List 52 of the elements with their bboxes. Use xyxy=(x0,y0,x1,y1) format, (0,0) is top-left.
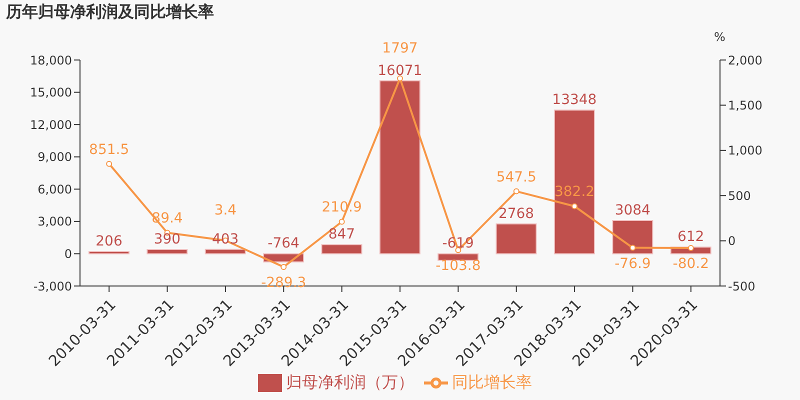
bar xyxy=(554,110,595,254)
point xyxy=(106,160,112,167)
y-tick-label: 18,000 xyxy=(30,53,72,68)
data-label: 16071 xyxy=(378,62,422,79)
y2-tick-label: 0 xyxy=(728,234,736,248)
point xyxy=(513,188,520,194)
data-label: 2768 xyxy=(498,206,534,222)
data-label: 390 xyxy=(154,232,181,248)
legend-label: 归母净利润（万） xyxy=(286,372,414,392)
bar xyxy=(204,248,246,254)
y2-tick-label: 1,000 xyxy=(728,144,762,158)
data-label: -76.9 xyxy=(614,256,651,272)
y2-tick-label: 500 xyxy=(728,188,751,203)
chart-title: 历年归母净利润及同比增长率 xyxy=(6,2,214,23)
data-label: -103.8 xyxy=(436,258,481,274)
data-label: 612 xyxy=(677,229,704,246)
bar xyxy=(438,253,479,261)
point xyxy=(572,203,578,210)
data-label: 3084 xyxy=(614,202,651,219)
data-label: 547.5 xyxy=(496,169,536,186)
y2-axis-title: % xyxy=(714,30,726,44)
y2-tick-label: 1,500 xyxy=(728,98,762,112)
y-tick-label: -3,000 xyxy=(33,279,72,294)
bar xyxy=(146,249,188,254)
point xyxy=(280,264,287,270)
data-label: 1797 xyxy=(382,40,418,56)
y-tick-label: 12,000 xyxy=(30,118,72,132)
y-tick-label: 6,000 xyxy=(38,182,72,196)
data-label: -764 xyxy=(268,236,300,252)
bar xyxy=(379,80,420,254)
point xyxy=(630,244,636,251)
y-tick-label: 3,000 xyxy=(38,214,72,229)
bar xyxy=(612,220,654,254)
data-label: 847 xyxy=(328,226,356,243)
data-label: 851.5 xyxy=(89,142,130,158)
point xyxy=(688,245,694,252)
point xyxy=(397,75,403,82)
data-label: 13348 xyxy=(552,92,597,108)
data-label: 3.4 xyxy=(214,202,237,218)
bar xyxy=(321,244,362,254)
bar xyxy=(88,250,130,254)
y-tick-label: 9,000 xyxy=(38,150,72,164)
bar xyxy=(496,223,537,254)
point xyxy=(338,218,345,225)
y2-tick-label: 2,000 xyxy=(728,53,762,68)
y-tick-label: 15,000 xyxy=(30,86,72,100)
legend-label: 同比增长率 xyxy=(452,372,532,392)
data-label: -80.2 xyxy=(672,256,710,272)
data-label: 206 xyxy=(96,233,122,250)
y2-tick-label: -500 xyxy=(728,279,756,294)
data-label: 382.2 xyxy=(554,184,595,200)
y-tick-label: 0 xyxy=(64,246,72,261)
